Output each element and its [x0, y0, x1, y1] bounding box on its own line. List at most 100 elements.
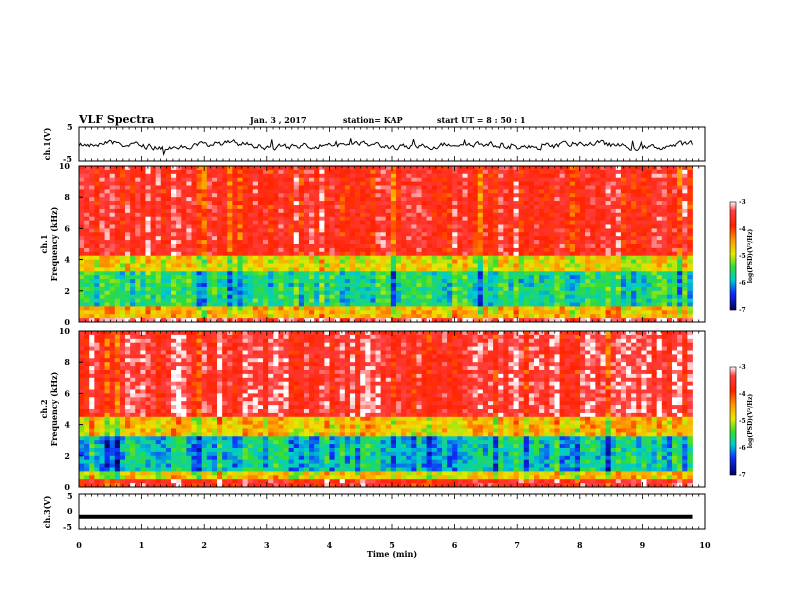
spectrogram-cell — [605, 220, 612, 225]
spectrogram-cell — [508, 302, 514, 307]
spectrogram-cell — [569, 193, 576, 198]
spectrogram-cell — [268, 224, 274, 229]
spectrogram-cell — [559, 271, 566, 276]
spectrogram-cell — [549, 247, 555, 253]
spectrogram-cell — [401, 283, 407, 288]
spectrogram-cell — [636, 255, 642, 260]
spectrogram-cell — [268, 275, 274, 280]
spectrogram-cell — [626, 294, 632, 299]
spectrogram-cell — [222, 244, 228, 249]
spectrogram-cell — [237, 228, 243, 233]
spectrogram-cell — [370, 205, 376, 210]
spectrogram-cell — [365, 216, 371, 221]
spectrogram-cell — [319, 236, 325, 241]
spectrogram-cell — [457, 216, 463, 221]
spectrogram-cell — [482, 244, 489, 249]
spectrogram-cell — [626, 216, 632, 221]
spectrogram-cell — [303, 318, 310, 323]
spectrogram-cell — [201, 286, 208, 292]
spectrogram-cell — [554, 197, 560, 202]
spectrogram-cell — [176, 247, 182, 253]
spectrogram-cell — [360, 267, 366, 272]
spectrogram-cell — [426, 302, 433, 307]
spectrogram-cell — [513, 166, 520, 171]
spectrogram-cell — [661, 251, 668, 257]
spectrogram-cell — [268, 244, 274, 249]
spectrogram-cell — [114, 212, 121, 218]
spectrogram-cell — [549, 197, 555, 202]
spectrogram-cell — [549, 208, 555, 214]
spectrogram-cell — [222, 232, 228, 237]
spectrogram-cell — [682, 177, 688, 182]
spectrogram-cell — [672, 232, 678, 237]
spectrogram-cell — [605, 267, 612, 272]
spectrogram-cell — [600, 208, 606, 214]
spectrogram-cell — [687, 166, 693, 171]
spectrogram-cell — [672, 208, 678, 214]
spectrogram-cell — [150, 193, 157, 198]
spectrogram-cell — [160, 244, 167, 249]
spectrogram-cell — [211, 286, 218, 292]
spectrogram-cell — [252, 185, 259, 190]
spectrogram-cell — [150, 185, 157, 190]
spectrogram-cell — [472, 290, 479, 296]
spectrogram-cell — [160, 318, 167, 323]
spectrogram-cell — [273, 197, 279, 202]
spectrogram-cell — [165, 197, 172, 202]
spectrogram-cell — [631, 173, 637, 179]
spectrogram-cell — [155, 224, 162, 229]
spectrogram-cell — [482, 181, 489, 186]
spectrogram-cell — [191, 255, 197, 260]
spectrogram-cell — [247, 240, 254, 245]
spectrogram-cell — [477, 318, 484, 323]
spectrogram-cell — [595, 228, 601, 233]
spectrogram-cell — [140, 267, 146, 272]
spectrogram-cell — [181, 271, 187, 276]
spectrogram-cell — [646, 181, 652, 186]
spectrogram-cell — [334, 259, 341, 264]
spectrogram-cell — [293, 166, 300, 171]
spectrogram-cell — [140, 294, 146, 299]
spectrogram-cell — [390, 271, 397, 276]
spectrogram-cell — [441, 220, 448, 225]
spectrogram-cell — [319, 228, 325, 233]
spectrogram-cell — [436, 298, 443, 303]
spectrogram-cell — [661, 279, 668, 284]
spectrogram-cell — [518, 310, 525, 315]
spectrogram-cell — [569, 189, 576, 194]
spectrogram-cell — [600, 290, 606, 296]
spectrogram-cell — [682, 267, 688, 272]
spectrogram-cell — [457, 310, 463, 315]
spectrogram-cell — [344, 331, 351, 336]
spectrogram-cell — [656, 310, 663, 315]
spectrogram-cell — [165, 212, 172, 218]
spectrogram-cell — [176, 169, 182, 175]
spectrogram-cell — [580, 169, 586, 175]
spectrogram-cell — [211, 302, 218, 307]
spectrogram-cell — [171, 310, 177, 315]
spectrogram-cell — [242, 240, 249, 245]
spectrogram-cell — [257, 259, 264, 264]
spectrogram-cell — [498, 201, 504, 206]
spectrogram-cell — [160, 247, 167, 253]
spectrogram-cell — [605, 298, 612, 303]
spectrogram-cell — [426, 286, 433, 292]
spectrogram-cell — [145, 236, 151, 241]
spectrogram-cell — [232, 189, 238, 194]
spectrogram-cell — [508, 286, 514, 292]
spectrogram-cell — [247, 205, 254, 210]
spectrogram-cell — [222, 298, 228, 303]
spectrogram-cell — [447, 212, 453, 218]
spectrogram-cell — [687, 275, 693, 280]
spectrogram-cell — [503, 306, 509, 311]
spectrogram-cell — [130, 244, 136, 249]
spectrogram-cell — [94, 255, 100, 260]
spectrogram-cell — [549, 255, 555, 260]
spectrogram-cell — [554, 224, 560, 229]
figure-title: VLF Spectra — [78, 113, 154, 126]
spectrogram-cell — [498, 220, 504, 225]
spectrogram-cell — [89, 255, 95, 260]
spectrogram-cell — [109, 169, 116, 175]
spectrogram-cell — [477, 169, 484, 175]
spectrogram-cell — [293, 177, 300, 182]
